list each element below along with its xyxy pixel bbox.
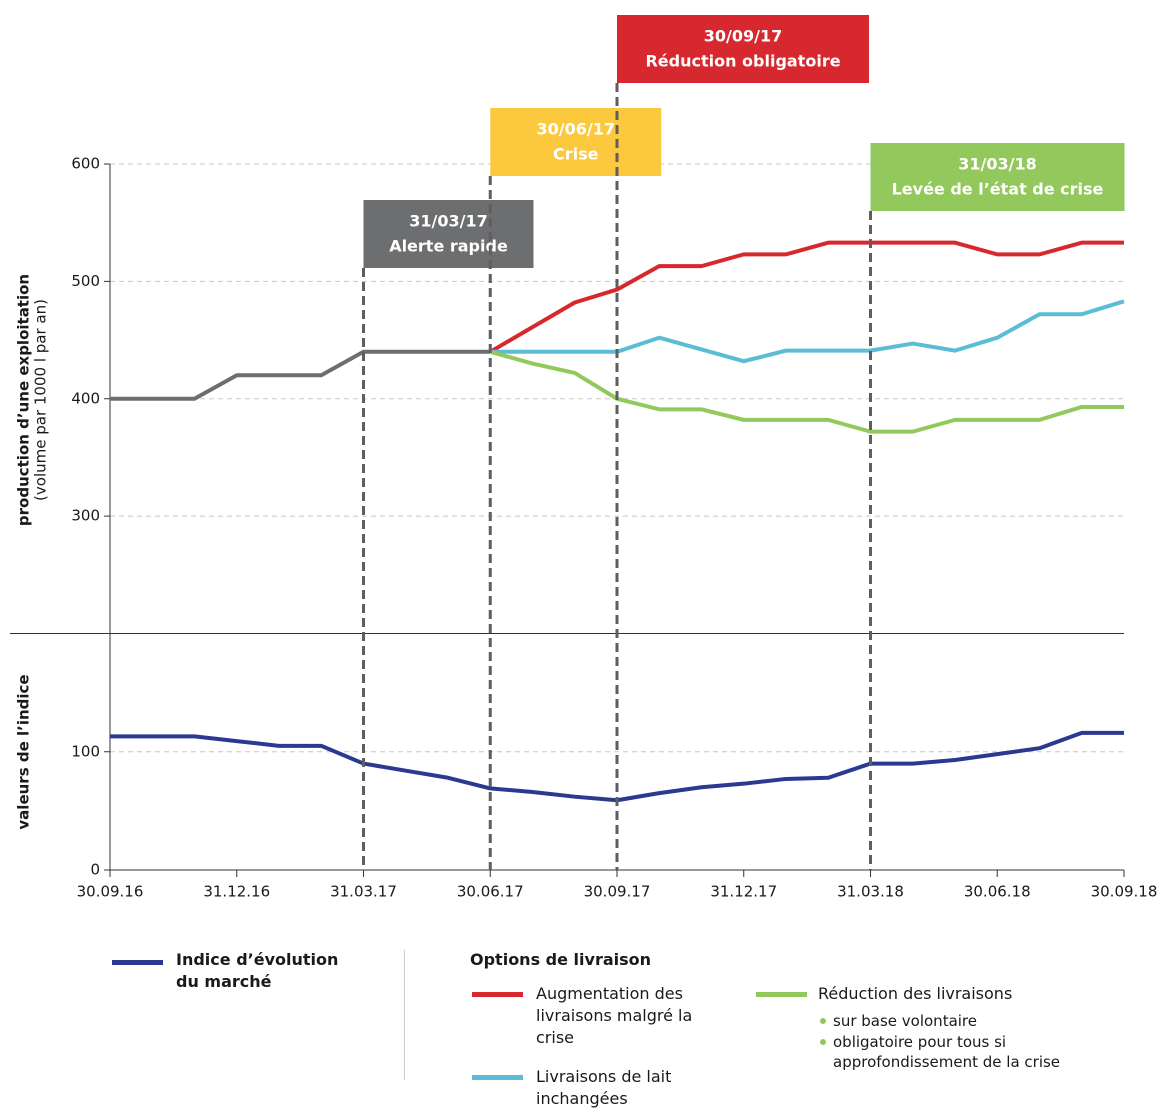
event-label: Crise: [553, 145, 599, 164]
series-line: [489, 349, 1124, 434]
series-line: [490, 299, 1125, 364]
y-axis-label: production d’une exploitation: [15, 274, 33, 526]
y2-axis-label: valeurs de l’indice: [15, 674, 33, 829]
series-line: [489, 240, 1124, 354]
event-date: 30/09/17: [704, 27, 782, 46]
y-tick-label: 500: [71, 272, 100, 290]
event-date: 30/06/17: [537, 120, 615, 139]
legend-swatch: [472, 992, 523, 997]
x-tick-label: 30.09.17: [584, 883, 651, 901]
event-label: Levée de l’état de crise: [892, 180, 1104, 199]
x-tick-label: 31.12.16: [203, 883, 270, 901]
x-tick-label: 31.03.17: [330, 883, 397, 901]
legend-swatch: [756, 992, 807, 997]
event-date: 31/03/18: [958, 155, 1036, 174]
y-tick-label: 600: [71, 155, 100, 173]
chart: production d’une exploitation (volume pa…: [10, 15, 1158, 901]
legend-divider: [404, 950, 405, 1080]
x-tick-label: 30.06.17: [457, 883, 524, 901]
y-tick-label: 300: [71, 507, 100, 525]
legend-label: Réduction des livraisons: [818, 984, 1013, 1003]
y2-tick-label: 0: [90, 861, 100, 879]
event-box: [490, 108, 662, 176]
legend-note: obligatoire pour tous si approfondisseme…: [820, 1032, 1133, 1072]
x-tick-label: 30.09.16: [77, 883, 144, 901]
event-box: [363, 200, 534, 268]
legend-label: Indice d’évolution du marché: [176, 950, 339, 991]
x-tick-label: 30.09.18: [1091, 883, 1158, 901]
event-box: [870, 143, 1125, 211]
y-tick-label: 400: [71, 389, 100, 407]
series-line: [110, 349, 491, 401]
legend-label: Livraisons de lait inchangées: [536, 1067, 672, 1108]
x-tick-label: 31.03.18: [837, 883, 904, 901]
event-label: Alerte rapide: [389, 237, 508, 256]
legend-swatch: [472, 1075, 523, 1080]
event-date: 31/03/17: [409, 212, 487, 231]
legend-title: Options de livraison: [470, 950, 652, 969]
legend-note: sur base volontaire: [820, 1011, 1133, 1031]
y-axis-sublabel: (volume par 1000 l par an): [32, 299, 50, 501]
event-label: Réduction obligatoire: [645, 52, 840, 71]
legend-swatch: [112, 960, 163, 965]
x-tick-label: 31.12.17: [710, 883, 777, 901]
x-tick-label: 30.06.18: [964, 883, 1031, 901]
y2-tick-label: 100: [71, 742, 100, 760]
legend-label: Augmentation des livraisons malgré la cr…: [536, 984, 693, 1047]
event-box: [617, 15, 869, 83]
